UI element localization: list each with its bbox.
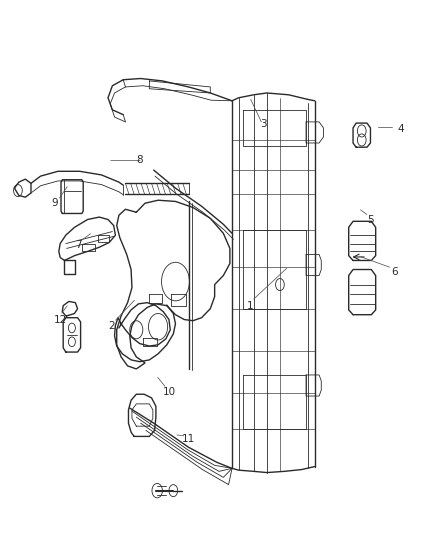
Text: 6: 6 [391,267,398,277]
Text: 8: 8 [136,156,143,165]
Text: 7: 7 [75,240,82,251]
Text: 12: 12 [53,314,67,325]
Text: 5: 5 [367,215,374,225]
Text: 11: 11 [182,434,195,444]
Text: 2: 2 [108,321,115,331]
Text: 10: 10 [162,387,176,397]
Text: 9: 9 [51,198,58,208]
Text: 1: 1 [247,301,254,311]
Text: 3: 3 [260,119,267,130]
Text: 4: 4 [397,124,404,134]
